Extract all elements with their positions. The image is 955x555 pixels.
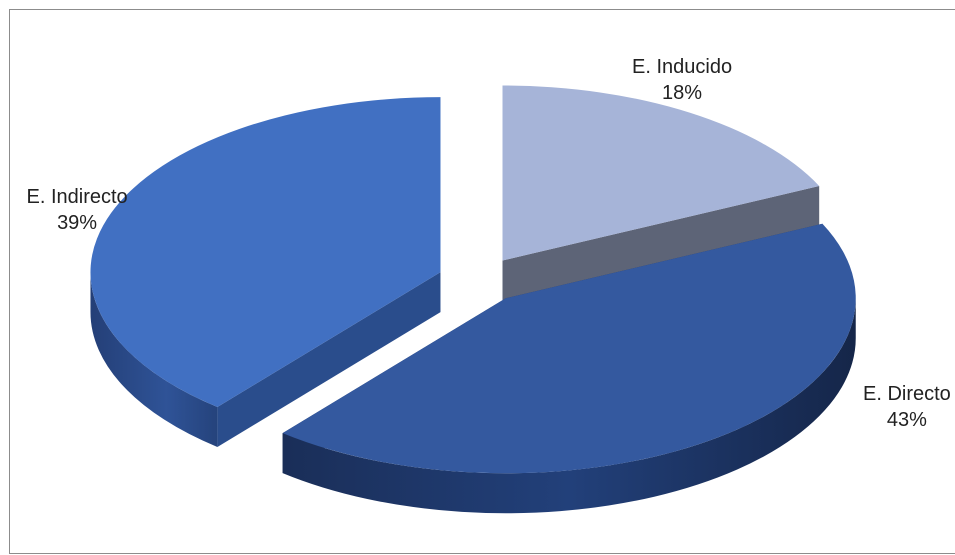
pie-slice-indirecto-side xyxy=(90,272,218,448)
slice-label-directo-name: E. Directo xyxy=(863,383,951,405)
slice-label-inducido: E. Inducido 18% xyxy=(632,54,732,106)
slice-label-indirecto: E. Indirecto 39% xyxy=(27,184,128,236)
pie-chart xyxy=(90,85,856,514)
chart-area: E. Inducido 18% E. Directo 43% E. Indire… xyxy=(9,9,955,554)
pie-slice-directo-side xyxy=(282,298,856,514)
slice-label-directo-value: 43% xyxy=(886,409,927,431)
pie-slice-inducido xyxy=(502,85,820,301)
pie-slice-indirecto-wall-0 xyxy=(217,272,441,448)
slice-label-inducido-value: 18% xyxy=(662,82,703,104)
pie-slice-inducido-wall-1 xyxy=(502,185,820,301)
pie-slice-inducido-top xyxy=(502,85,820,261)
slice-label-directo: E. Directo 43% xyxy=(863,381,951,433)
pie-slice-directo xyxy=(282,223,856,514)
slice-label-indirecto-name: E. Indirecto xyxy=(26,186,128,208)
slice-label-inducido-name: E. Inducido xyxy=(632,56,733,78)
slice-label-indirecto-value: 39% xyxy=(57,212,98,234)
pie-slice-indirecto xyxy=(90,97,441,448)
pie-slice-directo-top xyxy=(282,223,856,474)
pie-slice-indirecto-top xyxy=(90,97,441,408)
